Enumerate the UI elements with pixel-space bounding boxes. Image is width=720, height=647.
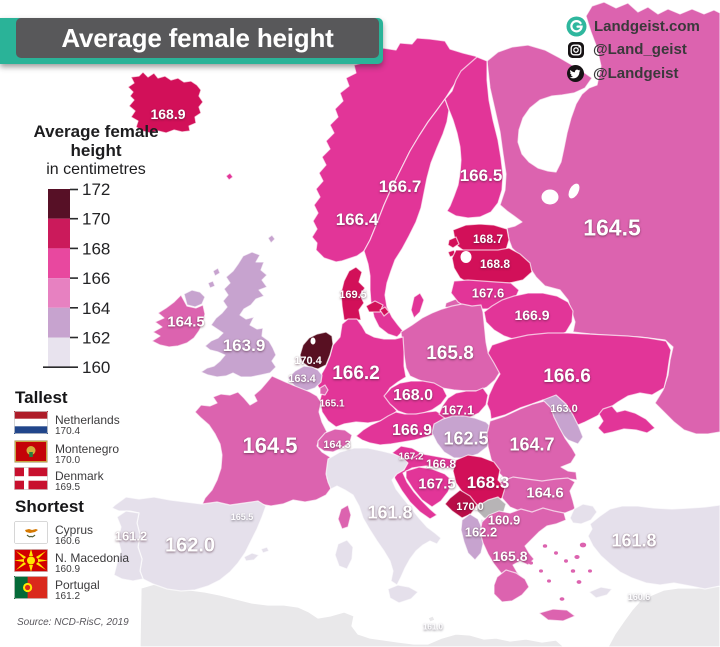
svg-text:164: 164	[82, 299, 110, 318]
svg-text:170: 170	[82, 210, 110, 229]
svg-text:160: 160	[82, 358, 110, 377]
svg-text:166: 166	[82, 269, 110, 288]
svg-text:168: 168	[82, 239, 110, 258]
svg-text:172: 172	[82, 180, 110, 199]
svg-text:162: 162	[82, 329, 110, 348]
